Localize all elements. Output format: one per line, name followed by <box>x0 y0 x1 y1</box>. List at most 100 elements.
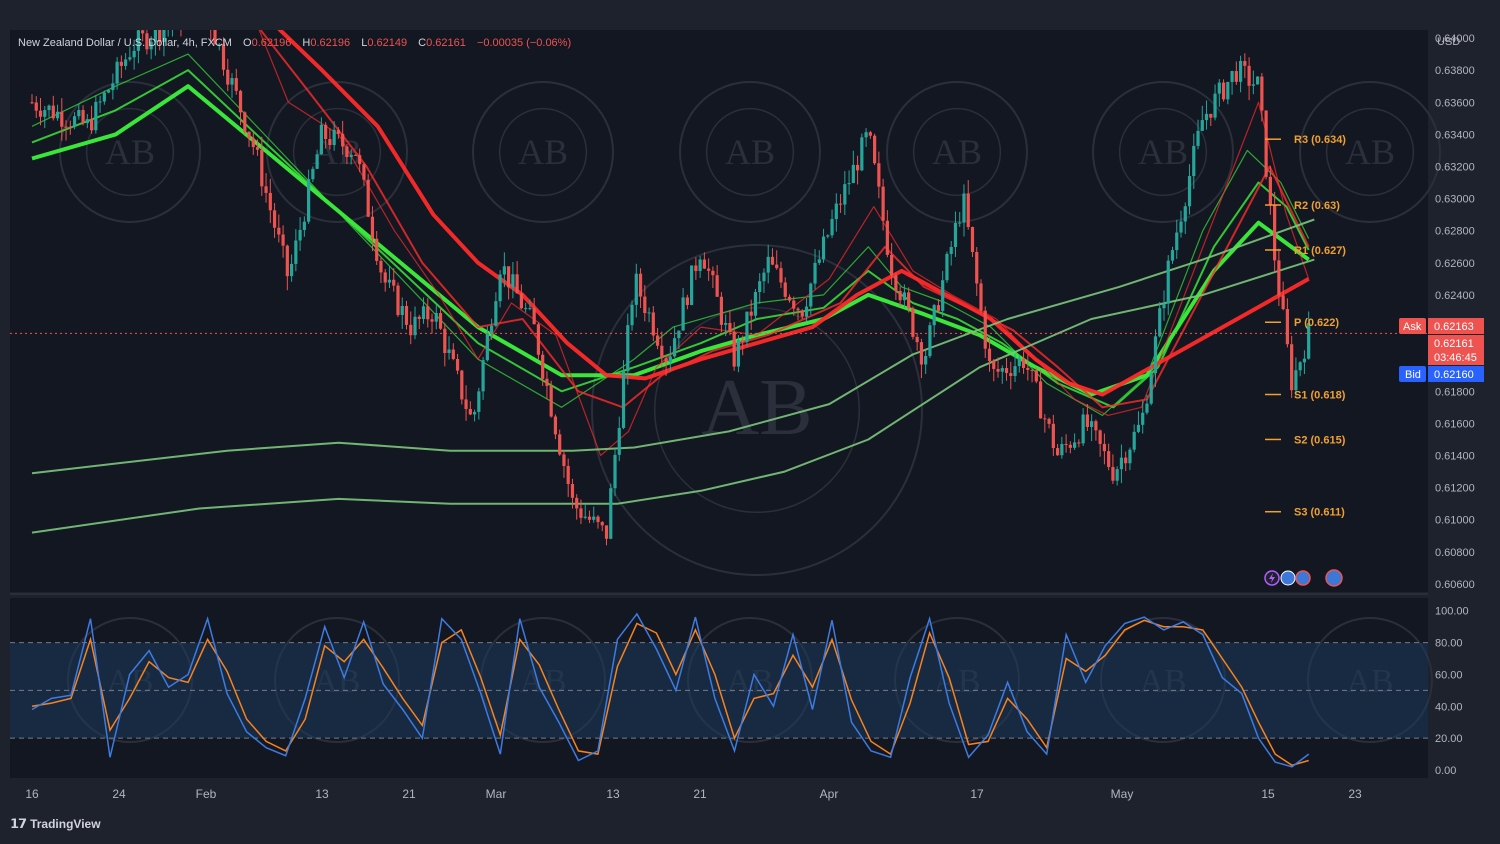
candle-body <box>958 222 962 224</box>
candle-body <box>924 355 928 365</box>
watermark-logo: AB <box>1138 132 1188 172</box>
candle-body <box>796 308 800 311</box>
candle-body <box>881 186 885 221</box>
candle-body <box>877 163 881 187</box>
price-tick-label: 0.61400 <box>1435 451 1475 463</box>
watermark-logo: AB <box>725 132 775 172</box>
candle-body <box>353 154 358 156</box>
candle-body <box>392 279 396 286</box>
candle-body <box>800 310 804 317</box>
candle-body <box>490 325 494 334</box>
pivot-label: S3 (0.611) <box>1294 507 1345 519</box>
watermark-inner-ring <box>705 107 795 197</box>
candle-body <box>1098 430 1102 444</box>
candle-body <box>1247 65 1251 86</box>
candle-body <box>149 41 153 50</box>
ask-value-bg <box>1428 318 1484 334</box>
candle-body <box>528 308 532 310</box>
low-label: L <box>361 37 367 49</box>
candle-body <box>481 360 485 392</box>
candle-body <box>1302 358 1307 363</box>
candle-body <box>1192 145 1196 177</box>
open-value: 0.62196 <box>252 37 292 49</box>
candle-body <box>851 164 855 184</box>
candle-body <box>145 33 149 50</box>
last-price-tag-bg <box>1428 335 1484 365</box>
candle-body <box>690 265 694 305</box>
oscillator-tick-label: 0.00 <box>1435 765 1456 777</box>
candle-body <box>536 324 541 355</box>
candle-body <box>115 61 119 84</box>
bid-tag-bg <box>1399 366 1426 382</box>
candle-body <box>285 245 289 277</box>
candle-body <box>153 30 158 42</box>
candle-body <box>94 101 98 131</box>
candle-body <box>966 193 970 228</box>
candle-body <box>868 132 872 136</box>
candle-body <box>179 9 182 26</box>
candle-body <box>226 69 230 85</box>
candle-body <box>553 416 558 435</box>
oscillator-tick-label: 80.00 <box>1435 638 1463 650</box>
candle-body <box>251 138 255 148</box>
candle-body <box>319 124 323 155</box>
candle-body <box>719 296 724 325</box>
candle-body <box>647 312 651 314</box>
candle-body <box>294 240 298 264</box>
candle-body <box>1145 403 1149 413</box>
candle-body <box>894 275 898 291</box>
time-axis[interactable]: 16 24 Feb 13 21 Mar 13 21 Apr 17 May 15 23 <box>25 787 1362 801</box>
candle-body <box>217 44 221 46</box>
candle-body <box>519 293 523 309</box>
candle-body <box>1043 418 1047 420</box>
candle-body <box>1158 308 1162 337</box>
lightning-glyph <box>1269 573 1275 583</box>
candle-body <box>38 110 43 117</box>
candle-body <box>694 265 698 272</box>
ma-line-ema-red-slow <box>277 30 1310 397</box>
watermark-ring <box>679 81 821 223</box>
candle-body <box>272 210 277 228</box>
candle-body <box>85 119 89 124</box>
candle-body <box>915 336 919 343</box>
candle-body <box>1004 368 1009 374</box>
candle-body <box>434 313 438 322</box>
time-tick-label: Apr <box>820 787 839 801</box>
chart-legend[interactable]: New Zealand Dollar / U.S. Dollar, 4h, FX… <box>18 37 571 49</box>
price-axis[interactable]: 0.64000 0.63800 0.63600 0.63400 0.63200 0.630… <box>1435 33 1475 591</box>
candle-body <box>634 273 638 305</box>
candle-body <box>685 297 689 305</box>
candle-body <box>1081 414 1085 444</box>
oscillator-tick-label: 100.00 <box>1435 606 1469 618</box>
candle-body <box>1038 381 1043 419</box>
price-tick-label: 0.63400 <box>1435 129 1475 141</box>
tradingview-logo[interactable]: 𝟭𝟳 TradingView <box>10 816 101 832</box>
candle-body <box>477 391 481 412</box>
candle-body <box>167 25 170 28</box>
us-flag-icon[interactable] <box>1280 570 1296 586</box>
candle-body <box>201 1 204 8</box>
us-flag-icon-3[interactable] <box>1325 569 1343 587</box>
candle-body <box>1064 443 1068 445</box>
candle-body <box>255 147 260 150</box>
pivot-label: R2 (0.63) <box>1294 200 1340 212</box>
candle-body <box>162 30 166 42</box>
change-value: −0.00035 (−0.06%) <box>477 37 571 49</box>
candle-body <box>1055 448 1060 456</box>
candle-body <box>188 5 191 11</box>
watermark-logo: AB <box>701 364 812 452</box>
candle-body <box>932 305 936 326</box>
candle-body <box>992 361 996 369</box>
candle-body <box>1026 367 1030 370</box>
candle-body <box>1243 60 1247 66</box>
oscillator-axis[interactable]: 100.00 80.00 60.00 40.00 20.00 0.00 <box>1435 606 1469 777</box>
candle-body <box>426 306 430 320</box>
economic-events[interactable] <box>1264 569 1343 587</box>
candle-body <box>1290 344 1294 391</box>
us-flag-icon-2[interactable] <box>1295 570 1311 586</box>
candle-body <box>243 112 247 132</box>
candle-body <box>1149 373 1153 404</box>
candle-body <box>1051 423 1055 449</box>
watermark-logo: AB <box>1345 132 1395 172</box>
